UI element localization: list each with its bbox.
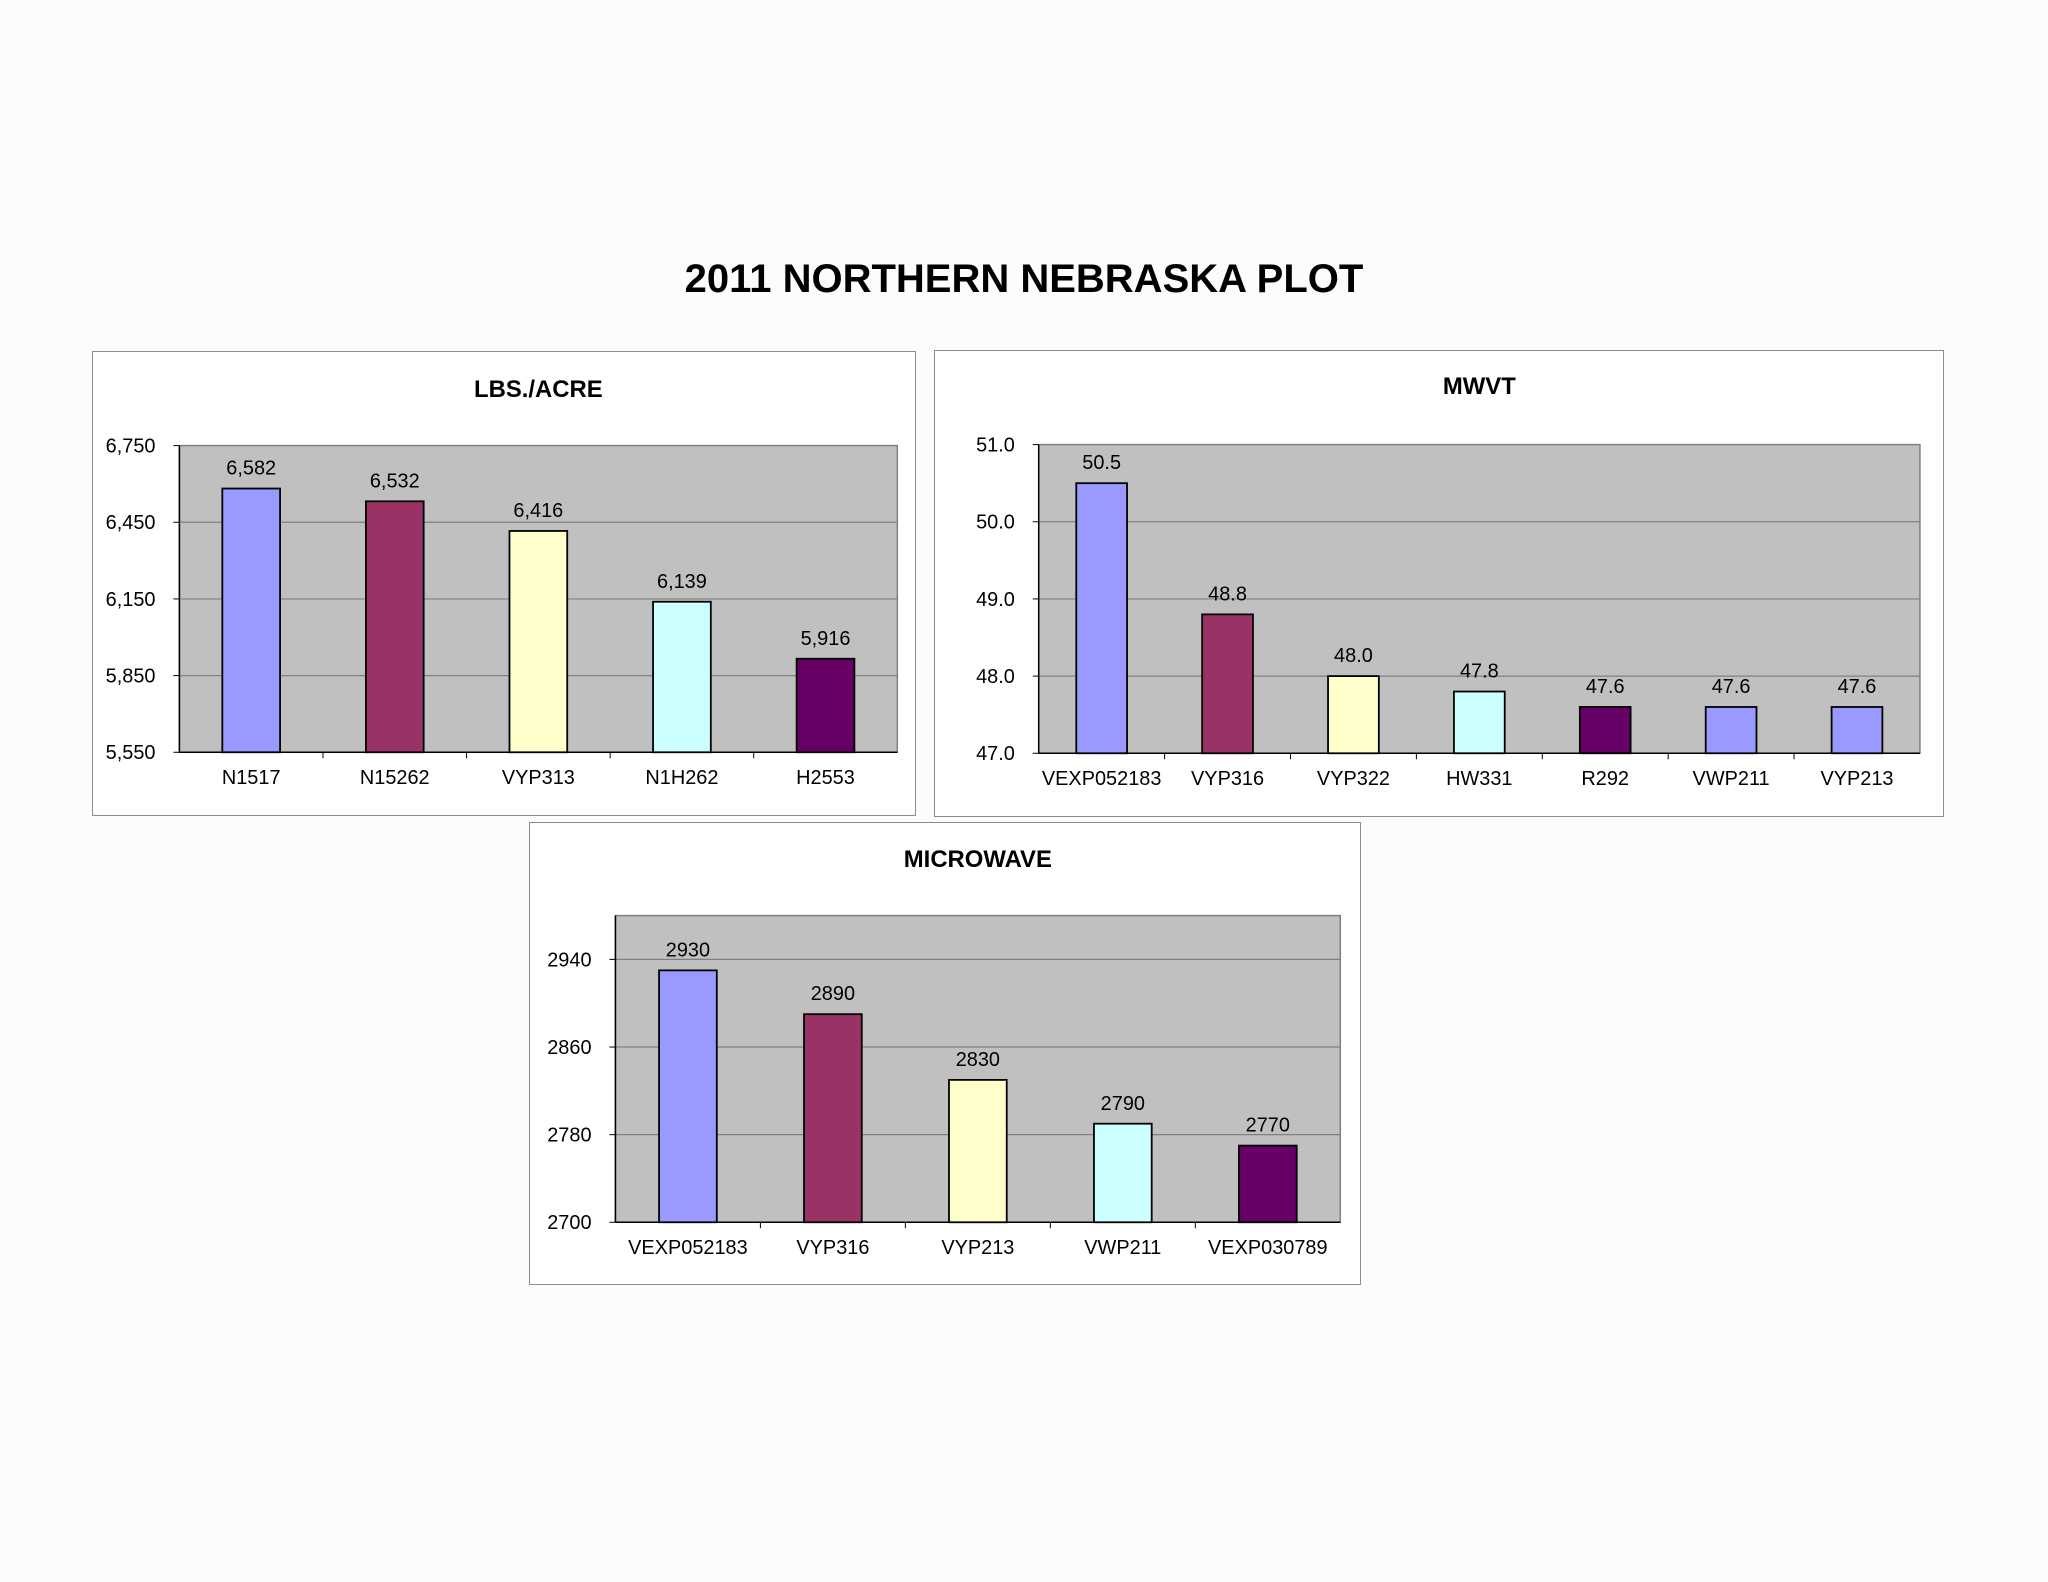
y-tick-label: 51.0 [976, 435, 1015, 457]
x-tick-label: VEXP030789 [1208, 1237, 1328, 1259]
data-label: 6,532 [370, 470, 420, 492]
y-tick-label: 50.0 [976, 512, 1015, 534]
bar-vexp030789 [1238, 1144, 1298, 1224]
y-tick-label: 5,550 [106, 742, 156, 764]
chart-lbs-per-acre: LBS./ACRE 5,550 5,850 6,150 6,450 6,750 6,582 N… [92, 351, 916, 816]
bar-vyp313 [508, 530, 569, 754]
bar-vexp052183 [1075, 482, 1128, 755]
mwvt-svg: MWVT 47.0 48.0 49.0 50.0 51.0 50.5 VEXP052183 48… [976, 373, 1921, 790]
data-label: 47.8 [1460, 661, 1499, 683]
y-tick-label: 5,850 [106, 666, 156, 688]
microwave-svg: MICROWAVE 2700 2780 2860 2940 2930 VEXP052183 2… [547, 846, 1342, 1259]
data-label: 5,916 [801, 628, 851, 650]
data-label: 2890 [811, 983, 855, 1005]
bar-vwp211 [1704, 706, 1758, 755]
chart-title: MWVT [1443, 373, 1516, 400]
y-tick-label: 48.0 [976, 666, 1015, 688]
bar-vyp316 [1201, 613, 1254, 755]
y-tick-label: 2940 [547, 949, 591, 971]
y-tick-label: 6,450 [106, 512, 156, 534]
data-label: 50.5 [1082, 452, 1121, 474]
bar-n15262 [365, 500, 425, 754]
data-label: 2830 [956, 1049, 1000, 1071]
y-tick-label: 2700 [547, 1212, 591, 1234]
data-label: 47.6 [1712, 676, 1751, 698]
page-title: 2011 NORTHERN NEBRASKA PLOT [684, 257, 1364, 301]
data-label: 6,139 [657, 571, 707, 593]
bar-vyp316 [803, 1013, 863, 1224]
data-label: 6,416 [513, 500, 563, 522]
bar-n1h262 [652, 600, 712, 754]
x-tick-label: VYP322 [1317, 768, 1390, 790]
y-tick-label: 6,150 [106, 589, 156, 611]
chart-mwvt: MWVT 47.0 48.0 49.0 50.0 51.0 50.5 VEXP052183 48… [934, 350, 1944, 817]
bar-hw331 [1453, 690, 1506, 755]
bar-vyp322 [1327, 675, 1380, 755]
x-tick-label: VWP211 [1693, 768, 1770, 790]
data-label: 47.6 [1838, 676, 1877, 698]
x-tick-label: VYP313 [502, 767, 575, 789]
bar-vyp213 [948, 1078, 1008, 1224]
y-tick-label: 6,750 [106, 436, 156, 458]
x-tick-label: VEXP052183 [1042, 768, 1162, 790]
x-tick-label: VWP211 [1084, 1237, 1161, 1259]
x-tick-label: N1517 [222, 767, 281, 789]
x-tick-label: N1H262 [645, 767, 718, 789]
x-tick-label: VEXP052183 [628, 1237, 748, 1259]
data-label: 48.8 [1208, 583, 1247, 605]
data-label: 6,582 [226, 458, 276, 480]
y-tick-label: 2860 [547, 1037, 591, 1059]
data-label: 2790 [1101, 1093, 1145, 1115]
bar-vwp211 [1093, 1122, 1153, 1224]
lbs-svg: LBS./ACRE 5,550 5,850 6,150 6,450 6,750 6,582 N… [106, 376, 899, 789]
chart-microwave: MICROWAVE 2700 2780 2860 2940 2930 VEXP052183 2… [529, 822, 1361, 1285]
x-tick-label: R292 [1581, 768, 1629, 790]
data-label: 2770 [1246, 1115, 1290, 1137]
bar-h2553 [795, 657, 856, 754]
data-label: 47.6 [1586, 676, 1625, 698]
y-tick-label: 2780 [547, 1125, 591, 1147]
x-tick-label: H2553 [796, 767, 855, 789]
data-label: 48.0 [1334, 645, 1373, 667]
x-tick-label: VYP316 [1191, 768, 1264, 790]
data-label: 2930 [666, 939, 710, 961]
y-tick-label: 49.0 [976, 589, 1015, 611]
x-tick-label: N15262 [360, 767, 430, 789]
x-tick-label: HW331 [1446, 768, 1512, 790]
x-tick-label: VYP213 [941, 1237, 1014, 1259]
x-tick-label: VYP213 [1820, 768, 1893, 790]
chart-title: LBS./ACRE [474, 376, 603, 403]
bar-vyp213 [1830, 706, 1884, 755]
bar-n1517 [221, 487, 281, 754]
x-tick-label: VYP316 [796, 1237, 869, 1259]
y-tick-label: 47.0 [976, 743, 1015, 765]
chart-title: MICROWAVE [904, 846, 1052, 873]
bar-vexp052183 [658, 969, 718, 1224]
bar-r292 [1578, 706, 1632, 755]
